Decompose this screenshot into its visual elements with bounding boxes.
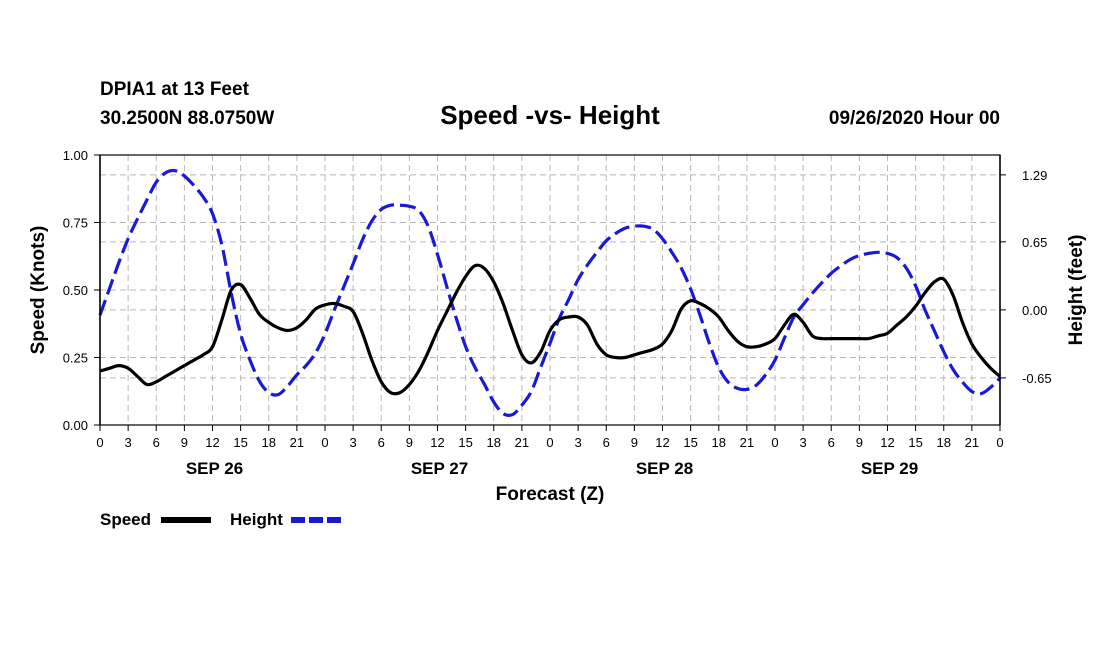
x-tick-label: 3 (125, 435, 132, 450)
x-tick-label: 3 (800, 435, 807, 450)
x-tick-label: 18 (487, 435, 501, 450)
legend-speed-label: Speed (100, 510, 151, 529)
x-tick-label: 21 (290, 435, 304, 450)
left-axis-title: Speed (Knots) (28, 226, 49, 355)
x-tick-label: 9 (631, 435, 638, 450)
legend: Speed Height (100, 510, 341, 529)
x-tick-label: 3 (575, 435, 582, 450)
x-tick-label: 15 (233, 435, 247, 450)
axis-ticks: 0 3 6 9 12 15 18 21 0 3 6 9 12 15 18 21 0 3 6 9 12 15 18 21 0 3 6 9… (63, 148, 1052, 478)
x-tick-label: 0 (96, 435, 103, 450)
x-tick-label: 21 (740, 435, 754, 450)
x-tick-label: 0 (546, 435, 553, 450)
y-left-tick-label: 1.00 (63, 148, 88, 163)
x-tick-label: 18 (712, 435, 726, 450)
station-label: DPIA1 at 13 Feet (100, 79, 250, 100)
x-tick-label: 15 (458, 435, 472, 450)
y-right-tick-label: 1.29 (1022, 168, 1047, 183)
x-tick-label: 21 (515, 435, 529, 450)
x-tick-label: 21 (965, 435, 979, 450)
x-tick-label: 0 (321, 435, 328, 450)
series-layer (98, 168, 1002, 417)
y-right-tick-label: 0.00 (1022, 303, 1047, 318)
x-axis-title: Forecast (Z) (496, 484, 605, 505)
chart-title: Speed -vs- Height (440, 100, 660, 130)
legend-height-label: Height (230, 510, 283, 529)
y-right-tick-label: -0.65 (1022, 371, 1052, 386)
x-tick-label: 9 (406, 435, 413, 450)
x-tick-label: 9 (856, 435, 863, 450)
x-tick-label: 6 (378, 435, 385, 450)
x-tick-label: 6 (153, 435, 160, 450)
gridlines (100, 155, 1000, 425)
day-label: SEP 28 (636, 459, 693, 478)
x-tick-label: 15 (908, 435, 922, 450)
x-tick-label: 12 (430, 435, 444, 450)
x-tick-label: 15 (683, 435, 697, 450)
forecast-timestamp: 09/26/2020 Hour 00 (829, 108, 1000, 129)
x-tick-label: 12 (205, 435, 219, 450)
y-left-tick-label: 0.00 (63, 418, 88, 433)
day-label: SEP 26 (186, 459, 243, 478)
x-tick-label: 0 (771, 435, 778, 450)
x-tick-label: 6 (603, 435, 610, 450)
coordinates-label: 30.2500N 88.0750W (100, 108, 274, 129)
speed-series-line (99, 263, 1002, 396)
y-left-tick-label: 0.25 (63, 351, 88, 366)
x-tick-label: 6 (828, 435, 835, 450)
right-axis-title: Height (feet) (1066, 235, 1087, 346)
x-tick-label: 3 (350, 435, 357, 450)
plot-area: 0 3 6 9 12 15 18 21 0 3 6 9 12 15 18 21 0 3 6 9 12 15 18 21 0 3 6 9… (63, 148, 1052, 478)
x-tick-label: 9 (181, 435, 188, 450)
x-tick-label: 18 (262, 435, 276, 450)
y-left-tick-label: 0.75 (63, 216, 88, 231)
x-tick-label: 12 (880, 435, 894, 450)
height-series-line (98, 168, 1002, 417)
y-right-tick-label: 0.65 (1022, 235, 1047, 250)
y-left-tick-label: 0.50 (63, 283, 88, 298)
day-label: SEP 27 (411, 459, 468, 478)
x-tick-label: 18 (937, 435, 951, 450)
day-label: SEP 29 (861, 459, 918, 478)
x-tick-label: 12 (655, 435, 669, 450)
x-tick-label: 0 (996, 435, 1003, 450)
